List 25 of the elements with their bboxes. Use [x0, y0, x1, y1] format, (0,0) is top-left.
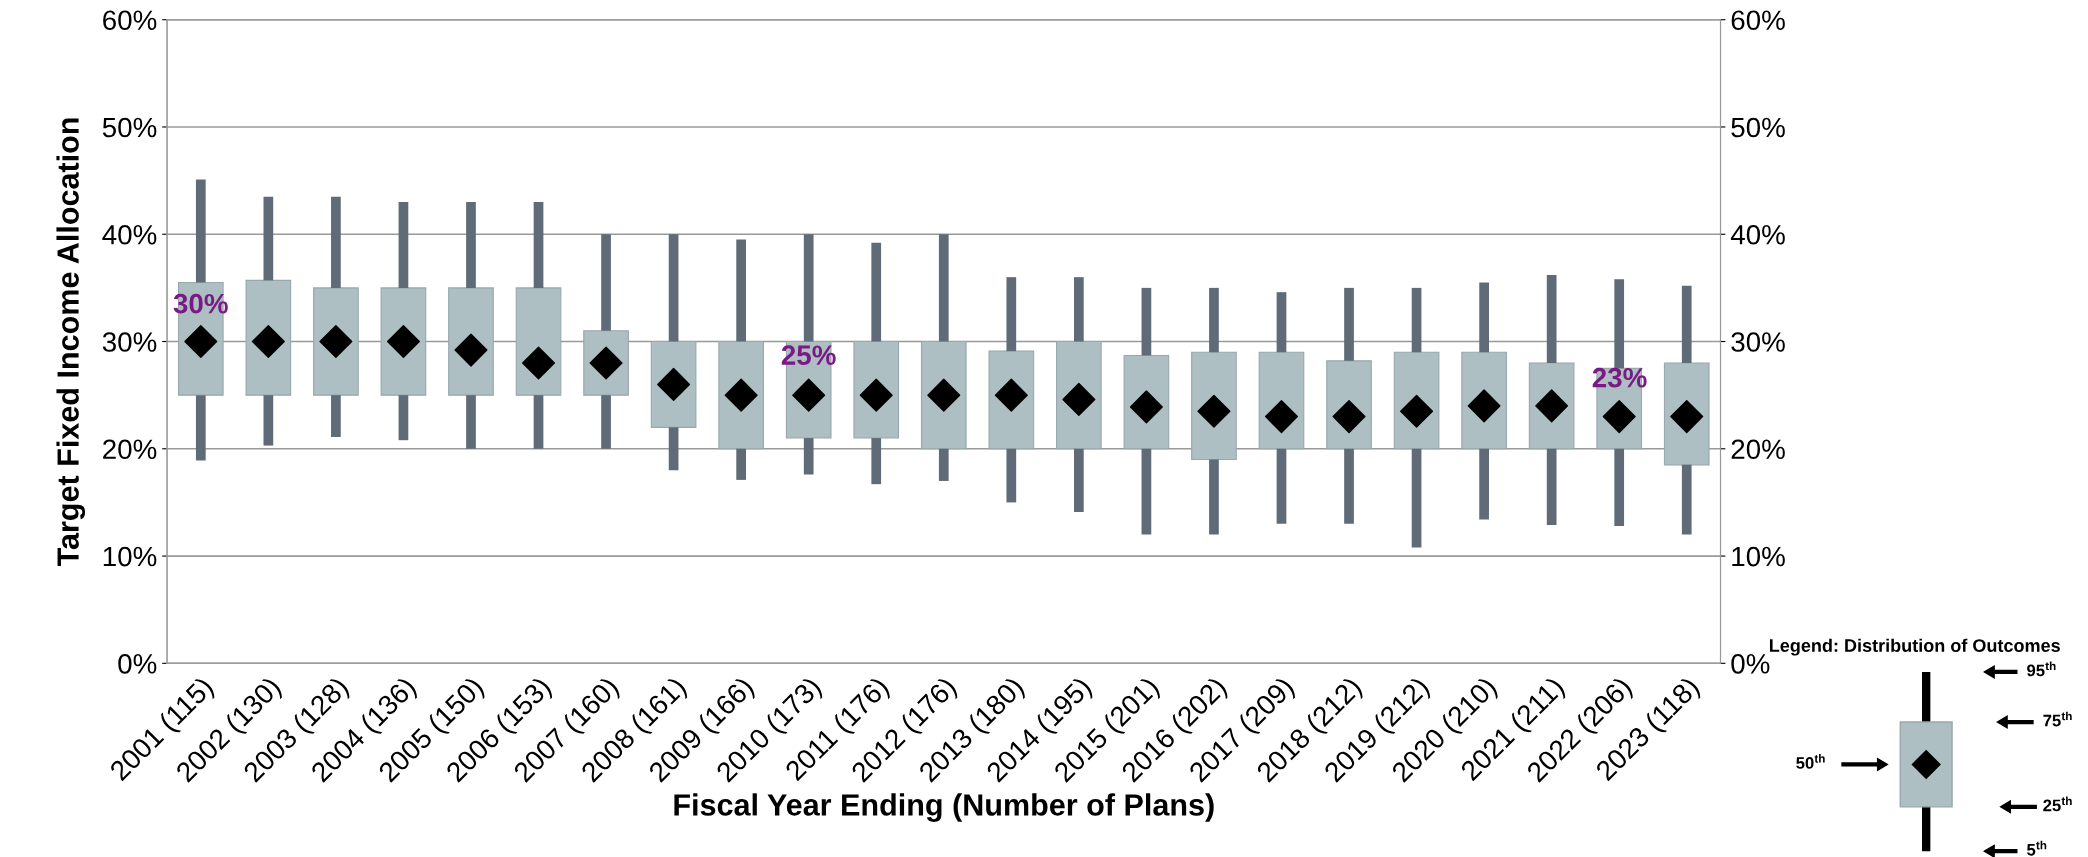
y2-tick-label: 0%: [1731, 653, 1770, 674]
y-tick-label: 30%: [102, 332, 157, 352]
annotation: 30%: [173, 293, 228, 314]
y2-tick-label: 40%: [1730, 224, 1785, 245]
text: 5$^{th}$: [2027, 840, 2047, 856]
y-tick-label: 60%: [103, 10, 157, 31]
y-tick-label: 40%: [102, 224, 157, 245]
y2-tick-label: 20%: [1731, 439, 1785, 460]
y2-tick-label: 30%: [1731, 332, 1785, 352]
text: 50$^{th}$: [1796, 754, 1825, 769]
y-tick-label: 0%: [118, 653, 157, 674]
y2-tick-label: 50%: [1731, 117, 1785, 138]
y-axis-title: Target Fixed Income Allocation: [56, 118, 86, 567]
x-axis-title: Fiscal Year Ending (Number of Plans): [674, 793, 1214, 822]
text: 25$^{th}$: [2043, 796, 2072, 812]
text: 95$^{th}$: [2027, 661, 2056, 677]
y2-tick-label: 10%: [1732, 546, 1785, 567]
text: 75$^{th}$: [2043, 711, 2072, 727]
annotation: 23%: [1592, 367, 1647, 388]
y2-tick-label: 60%: [1731, 10, 1785, 31]
y-tick-label: 10%: [103, 546, 157, 567]
annotation: 25%: [781, 345, 836, 365]
text: Legend: Distribution of Outcomes: [1769, 638, 2060, 656]
y-tick-label: 20%: [103, 439, 157, 460]
y-tick-label: 50%: [102, 117, 157, 138]
